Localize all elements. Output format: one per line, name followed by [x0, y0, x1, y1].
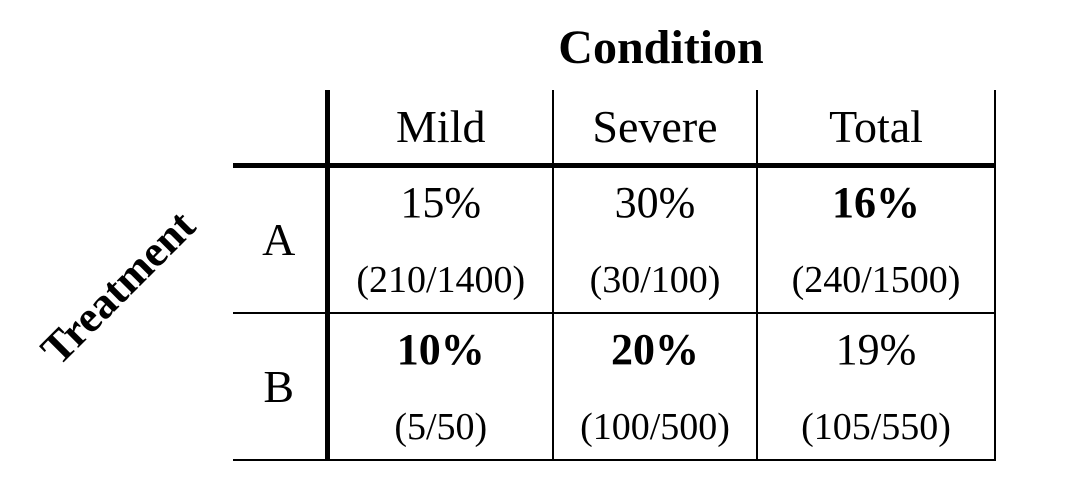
cell-percent: 30%	[614, 177, 696, 227]
cell-percent: 19%	[835, 324, 917, 374]
cell-fraction: (240/1500)	[791, 258, 961, 301]
column-header-total: Total	[757, 90, 996, 168]
cell-a-severe: 30% (30/100)	[553, 165, 758, 314]
cell-fraction: (5/50)	[394, 405, 488, 448]
cell-a-mild: 15% (210/1400)	[327, 165, 554, 314]
cell-a-total: 16% (240/1500)	[757, 165, 996, 314]
table-row-b: B 10% (5/50) 20% (100/500) 19% (105/550)	[233, 313, 996, 461]
cell-percent: 10%	[396, 324, 485, 374]
table-row-a: A 15% (210/1400) 30% (30/100) 16% (240/1…	[233, 165, 996, 314]
header-row: Mild Severe Total	[233, 90, 996, 168]
cell-percent: 16%	[832, 177, 920, 227]
cell-b-severe: 20% (100/500)	[553, 313, 758, 461]
cell-fraction: (100/500)	[580, 405, 730, 448]
cell-fraction: (210/1400)	[356, 258, 526, 301]
row-header-b: B	[233, 313, 330, 461]
row-axis-label: Treatment	[31, 200, 205, 375]
column-header-severe: Severe	[553, 90, 758, 168]
corner-cell	[233, 90, 330, 168]
cell-b-mild: 10% (5/50)	[327, 313, 554, 461]
column-axis-label: Condition	[558, 21, 764, 74]
cell-percent: 15%	[400, 177, 482, 227]
column-header-mild: Mild	[327, 90, 554, 168]
cell-fraction: (30/100)	[589, 258, 721, 301]
cell-percent: 20%	[611, 324, 699, 374]
row-header-a: A	[233, 165, 330, 314]
cell-fraction: (105/550)	[801, 405, 951, 448]
cell-b-total: 19% (105/550)	[757, 313, 996, 461]
contingency-table: Mild Severe Total A 15% (210/1400) 30% (…	[233, 90, 996, 461]
